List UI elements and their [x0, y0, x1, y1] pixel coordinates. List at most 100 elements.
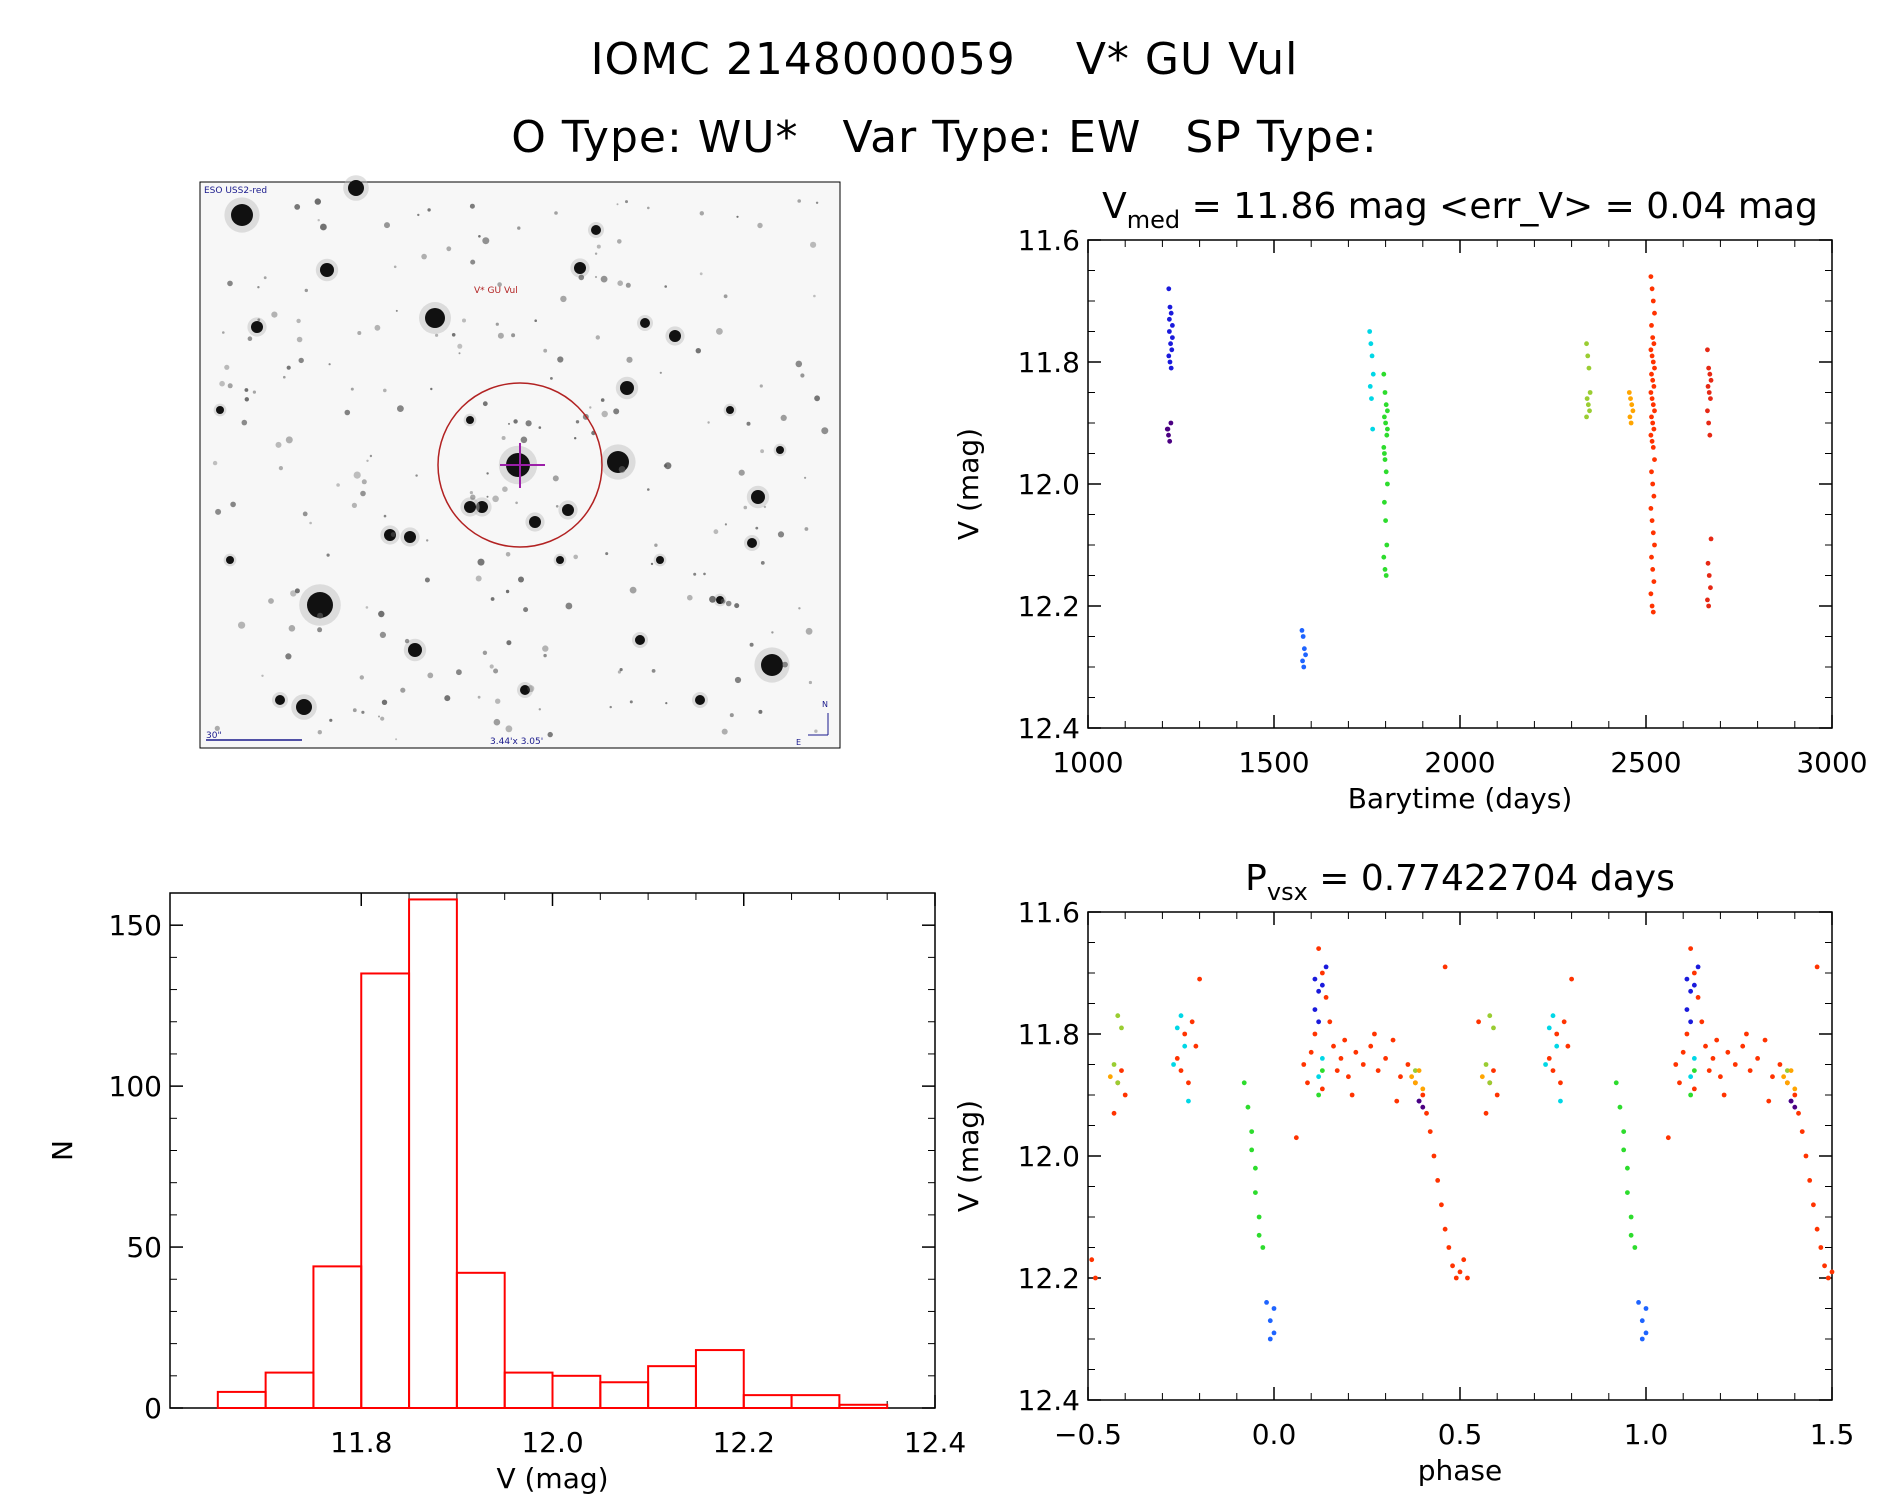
chart-main-title: IOMC 2148000059 V* GU Vul: [0, 34, 1889, 85]
data-point: [1650, 377, 1656, 383]
star: [395, 309, 398, 312]
data-point: [1483, 1110, 1489, 1116]
data-point: [1684, 1031, 1690, 1037]
star: [344, 409, 351, 416]
data-point: [1770, 1074, 1775, 1080]
star: [601, 410, 608, 418]
star: [360, 490, 366, 497]
data-point: [1650, 530, 1656, 536]
star: [654, 543, 658, 547]
star: [699, 211, 704, 216]
data-point: [1491, 1025, 1496, 1031]
star: [797, 199, 801, 203]
star: [736, 215, 739, 218]
data-point: [1762, 1037, 1768, 1043]
data-point: [1650, 335, 1656, 340]
x-tick-label: 1500: [1238, 746, 1309, 779]
star: [462, 318, 466, 323]
data-point: [1420, 1092, 1426, 1098]
star: [625, 200, 628, 204]
star: [378, 715, 380, 718]
star: [795, 360, 803, 368]
star: [482, 237, 490, 245]
data-point: [1375, 1068, 1381, 1073]
data-point: [1652, 457, 1657, 462]
star: [651, 669, 656, 673]
data-point: [1695, 964, 1701, 970]
data-point: [1487, 1080, 1493, 1086]
data-point: [1346, 1074, 1351, 1080]
star: [296, 699, 312, 715]
target-label: V* GU Vul: [474, 286, 518, 296]
star: [525, 420, 532, 427]
star: [278, 466, 283, 471]
histogram-bar: [408, 898, 458, 1409]
star: [216, 406, 224, 414]
star: [296, 318, 301, 324]
data-point: [1334, 1068, 1340, 1073]
data-point: [1316, 1019, 1322, 1025]
data-point: [1803, 1153, 1809, 1159]
data-point: [1249, 1129, 1255, 1134]
star: [393, 265, 397, 269]
data-point: [1625, 1190, 1630, 1195]
star: [616, 203, 619, 206]
star: [361, 479, 367, 485]
data-point: [1699, 1019, 1705, 1025]
star: [421, 253, 427, 260]
data-point: [1643, 1330, 1649, 1336]
data-point: [1628, 1232, 1634, 1238]
data-point: [1691, 970, 1697, 976]
data-point: [1665, 1135, 1671, 1141]
star: [594, 252, 598, 255]
star: [369, 454, 373, 458]
star: [320, 223, 327, 231]
data-point: [1174, 1056, 1180, 1061]
star: [493, 718, 501, 726]
x-tick-label: 2500: [1610, 746, 1681, 779]
star: [600, 275, 608, 283]
data-point: [1651, 341, 1657, 347]
star: [379, 631, 386, 639]
star: [776, 446, 784, 454]
star: [629, 700, 633, 704]
data-point: [1650, 359, 1656, 365]
star: [404, 531, 416, 543]
star: [477, 695, 481, 699]
data-point: [1630, 408, 1636, 414]
data-point: [1688, 1092, 1694, 1098]
data-point: [1385, 408, 1390, 414]
star: [226, 556, 234, 564]
data-point: [1705, 347, 1710, 353]
star: [562, 504, 574, 516]
star: [600, 398, 605, 402]
data-point: [1384, 542, 1390, 548]
data-point: [1585, 353, 1591, 359]
data-point: [1792, 1086, 1798, 1092]
data-point: [1446, 1245, 1452, 1250]
data-point: [1636, 1300, 1641, 1305]
star: [557, 356, 564, 363]
star: [457, 343, 463, 349]
star: [478, 235, 481, 238]
object-id: IOMC 2148000059: [590, 34, 1016, 85]
data-point: [1369, 396, 1374, 401]
star: [574, 262, 586, 274]
star: [743, 505, 748, 510]
data-point: [1649, 323, 1654, 328]
data-point: [1253, 1165, 1258, 1171]
star: [415, 474, 418, 477]
star: [469, 203, 475, 209]
data-point: [1688, 1074, 1694, 1080]
star: [307, 592, 333, 618]
fov-label: 3.44'x 3.05': [490, 737, 543, 747]
data-point: [1766, 1098, 1772, 1104]
data-point: [1381, 371, 1387, 377]
data-point: [1554, 1031, 1560, 1037]
star: [486, 495, 489, 498]
data-point: [1385, 426, 1390, 432]
data-point: [1626, 390, 1632, 395]
star: [427, 672, 434, 679]
